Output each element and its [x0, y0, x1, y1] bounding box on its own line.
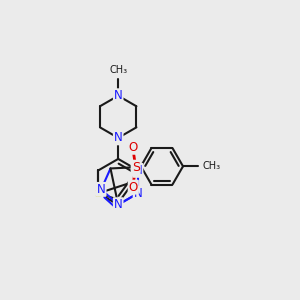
- Text: N: N: [114, 89, 123, 102]
- Text: N: N: [134, 187, 142, 200]
- Text: O: O: [129, 141, 138, 154]
- Text: CH₃: CH₃: [109, 65, 127, 75]
- Text: N: N: [97, 183, 106, 196]
- Text: O: O: [129, 181, 138, 194]
- Text: CH₃: CH₃: [202, 161, 220, 171]
- Text: N: N: [114, 131, 123, 144]
- Text: N: N: [134, 164, 142, 177]
- Text: N: N: [114, 198, 123, 211]
- Text: S: S: [94, 187, 102, 200]
- Text: S: S: [132, 161, 140, 174]
